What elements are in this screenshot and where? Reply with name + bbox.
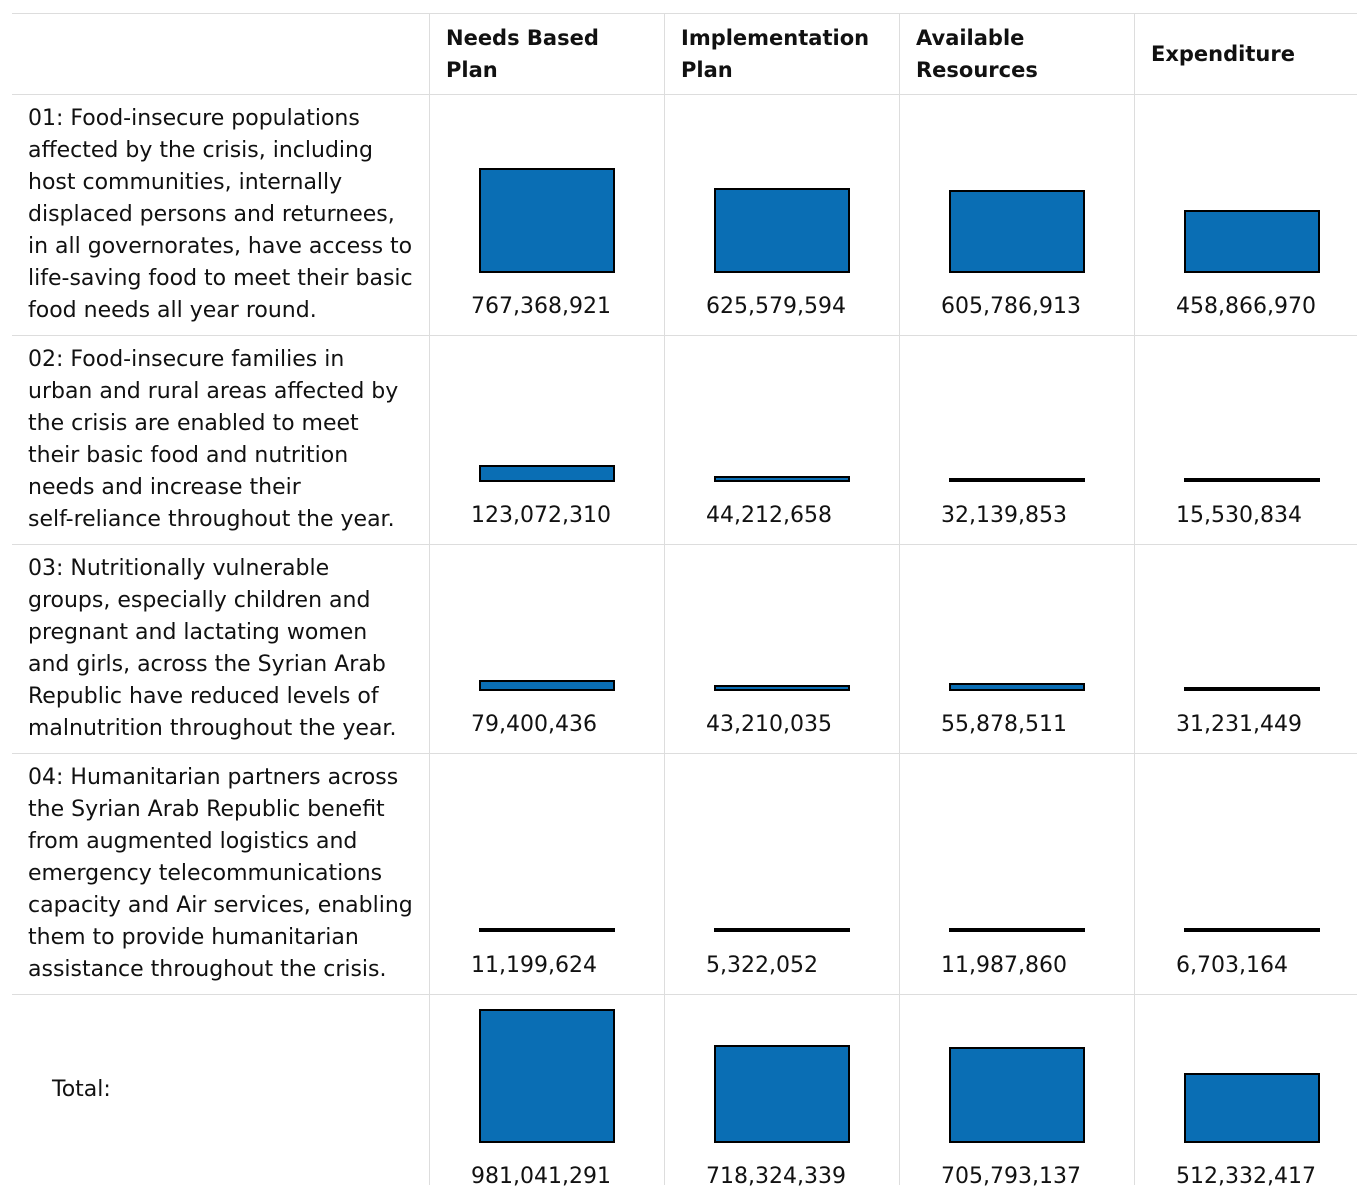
column-header: Needs Based Plan (429, 14, 664, 94)
value-bar (1184, 687, 1320, 691)
value-cell: 6,703,164 (1134, 754, 1357, 994)
value-cell: 32,139,853 (899, 336, 1134, 544)
value-bar (1184, 1073, 1320, 1143)
value-cell: 5,322,052 (664, 754, 899, 994)
column-header: Available Resources (899, 14, 1134, 94)
value-bar (949, 683, 1085, 691)
value-bar (714, 188, 850, 273)
value-cell: 123,072,310 (429, 336, 664, 544)
row-label: 02: Food-insecure families in urban and … (28, 347, 399, 532)
value-bar (949, 928, 1085, 932)
value-cell: 625,579,594 (664, 95, 899, 335)
value-cell: 512,332,417 (1134, 995, 1357, 1189)
value-bar (949, 478, 1085, 482)
value-bar (479, 168, 615, 273)
row-label: 04: Humanitarian partners across the Syr… (28, 765, 413, 982)
budget-table: Needs Based Plan Implementation Plan Avail… (12, 13, 1357, 1189)
row-label-cell: 01: Food-insecure populations affected b… (12, 95, 429, 335)
column-header: Expenditure (1134, 14, 1357, 94)
value-cell: 767,368,921 (429, 95, 664, 335)
value-label: 11,987,860 (941, 953, 1067, 978)
value-label: 5,322,052 (706, 953, 818, 978)
value-cell: 31,231,449 (1134, 545, 1357, 753)
value-label: 11,199,624 (471, 953, 597, 978)
value-label: 123,072,310 (471, 503, 611, 528)
value-label: 31,231,449 (1176, 712, 1302, 737)
row-label: 01: Food-insecure populations affected b… (28, 106, 413, 323)
value-label: 767,368,921 (471, 294, 611, 319)
value-cell: 55,878,511 (899, 545, 1134, 753)
row-label-cell: 02: Food-insecure families in urban and … (12, 336, 429, 544)
value-cell: 458,866,970 (1134, 95, 1357, 335)
table-row: 01: Food-insecure populations affected b… (12, 95, 1357, 336)
value-bar (714, 1045, 850, 1143)
value-bar (714, 476, 850, 482)
value-label: 605,786,913 (941, 294, 1081, 319)
value-label: 458,866,970 (1176, 294, 1316, 319)
value-label: 6,703,164 (1176, 953, 1288, 978)
value-bar (1184, 210, 1320, 273)
value-label: 981,041,291 (471, 1164, 611, 1189)
row-label-cell: 03: Nutritionally vulnerable groups, esp… (12, 545, 429, 753)
table-row: 03: Nutritionally vulnerable groups, esp… (12, 545, 1357, 754)
header-empty-cell (12, 14, 429, 94)
header-row: Needs Based Plan Implementation Plan Avail… (12, 14, 1357, 95)
value-bar (1184, 928, 1320, 932)
value-label: 718,324,339 (706, 1164, 846, 1189)
value-bar (479, 1009, 615, 1143)
value-label: 705,793,137 (941, 1164, 1081, 1189)
value-label: 44,212,658 (706, 503, 832, 528)
column-header: Implementation Plan (664, 14, 899, 94)
value-cell: 605,786,913 (899, 95, 1134, 335)
value-cell: 11,199,624 (429, 754, 664, 994)
value-label: 625,579,594 (706, 294, 846, 319)
total-label: Total: (52, 1077, 111, 1102)
table-row: 04: Humanitarian partners across the Syr… (12, 754, 1357, 995)
value-bar (949, 190, 1085, 273)
table-row: 02: Food-insecure families in urban and … (12, 336, 1357, 545)
column-header-label: Expenditure (1151, 42, 1295, 66)
value-bar (949, 1047, 1085, 1143)
column-header-label: Implementation Plan (681, 26, 870, 82)
value-cell: 718,324,339 (664, 995, 899, 1189)
value-bar (479, 928, 615, 932)
value-label: 55,878,511 (941, 712, 1067, 737)
value-label: 512,332,417 (1176, 1164, 1316, 1189)
value-cell: 981,041,291 (429, 995, 664, 1189)
column-header-label: Available Resources (916, 26, 1038, 82)
value-label: 43,210,035 (706, 712, 832, 737)
value-bar (714, 685, 850, 691)
value-bar (479, 680, 615, 691)
value-label: 15,530,834 (1176, 503, 1302, 528)
value-label: 32,139,853 (941, 503, 1067, 528)
total-row: Total: 981,041,291 718,324,339 705,793,137 5… (12, 995, 1357, 1189)
column-header-label: Needs Based Plan (446, 26, 599, 82)
value-label: 79,400,436 (471, 712, 597, 737)
value-cell: 43,210,035 (664, 545, 899, 753)
value-cell: 705,793,137 (899, 995, 1134, 1189)
value-bar (1184, 478, 1320, 482)
value-cell: 79,400,436 (429, 545, 664, 753)
value-cell: 11,987,860 (899, 754, 1134, 994)
value-bar (479, 465, 615, 482)
row-label-cell: 04: Humanitarian partners across the Syr… (12, 754, 429, 994)
row-label: 03: Nutritionally vulnerable groups, esp… (28, 556, 397, 741)
value-bar (714, 928, 850, 932)
row-label-cell: Total: (12, 995, 429, 1185)
value-cell: 15,530,834 (1134, 336, 1357, 544)
value-cell: 44,212,658 (664, 336, 899, 544)
